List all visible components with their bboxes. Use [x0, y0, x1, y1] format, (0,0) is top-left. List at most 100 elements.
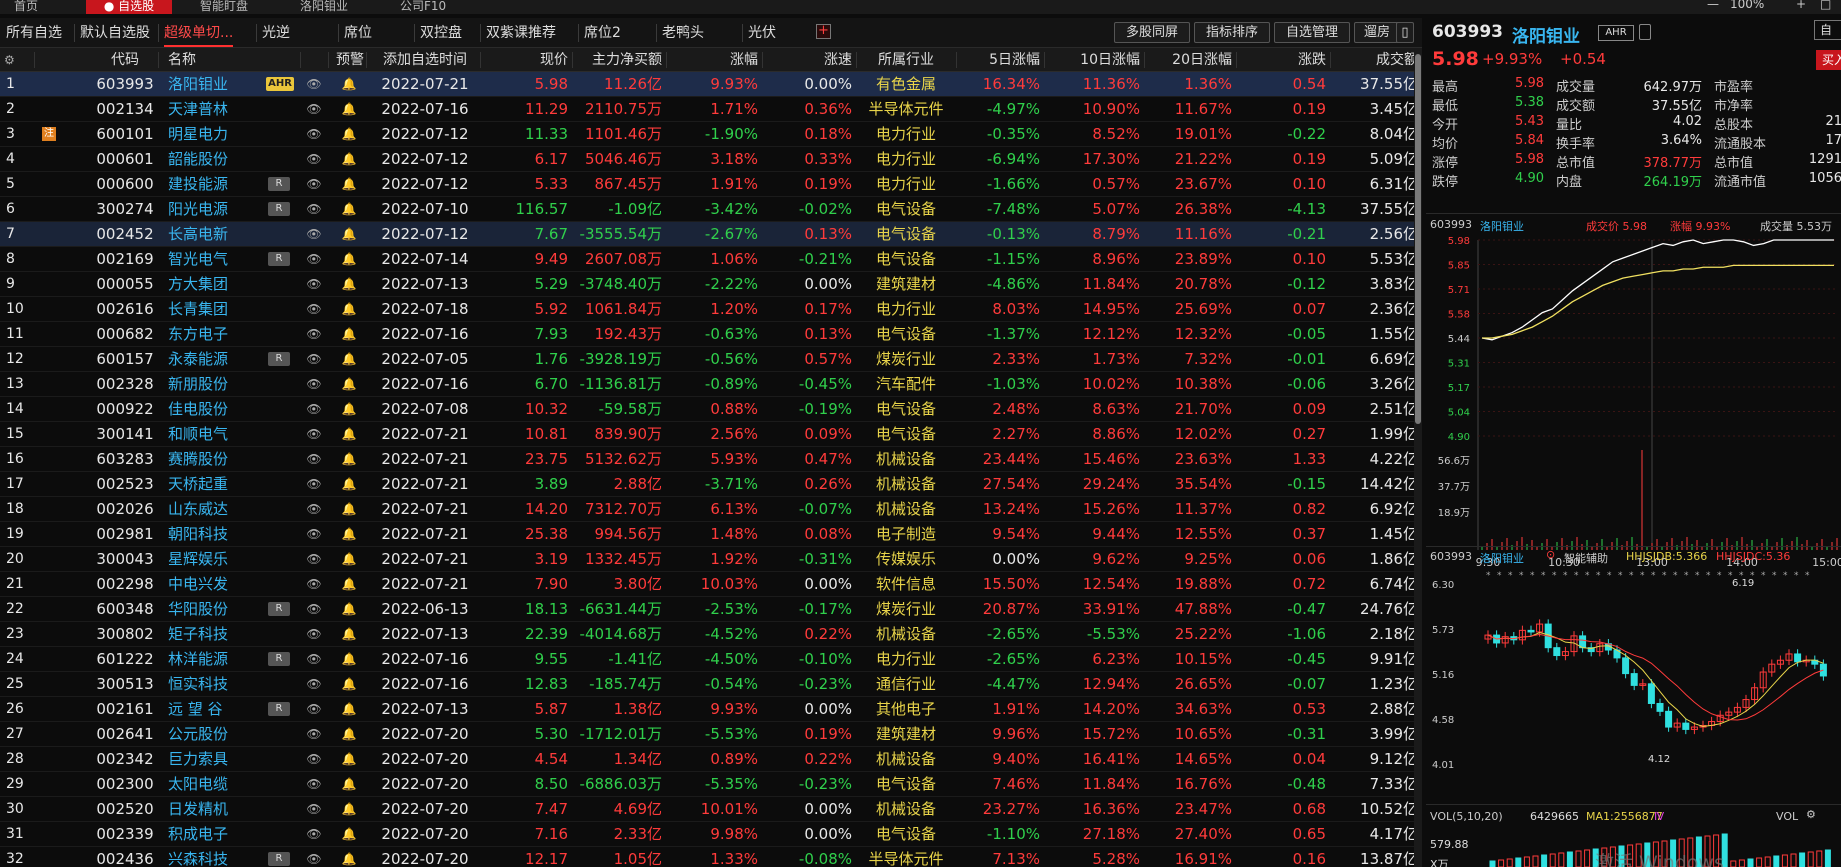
column-header-3[interactable]: 添加自选时间	[383, 52, 467, 68]
column-header-2[interactable]: 预警	[336, 52, 364, 68]
eye-icon[interactable]: 👁	[306, 77, 322, 91]
bell-icon[interactable]: 🔔	[341, 552, 357, 566]
eye-icon[interactable]: 👁	[306, 652, 322, 666]
eye-icon[interactable]: 👁	[306, 677, 322, 691]
bell-icon[interactable]: 🔔	[341, 402, 357, 416]
table-row[interactable]: 6 300274 阳光电源 R 👁 🔔 2022-07-10 116.57 -1.09亿 -3.4…	[0, 197, 1422, 222]
bell-icon[interactable]: 🔔	[341, 602, 357, 616]
stock-badge[interactable]: R	[268, 202, 290, 216]
eye-icon[interactable]: 👁	[306, 402, 322, 416]
group-tab-3[interactable]: 光逆	[262, 25, 290, 41]
eye-icon[interactable]: 👁	[306, 102, 322, 116]
eye-icon[interactable]: 👁	[306, 302, 322, 316]
stock-badge[interactable]: R	[268, 852, 290, 866]
column-header-13[interactable]: 成交额	[1376, 52, 1418, 68]
eye-icon[interactable]: 👁	[306, 502, 322, 516]
bell-icon[interactable]: 🔔	[341, 677, 357, 691]
bell-icon[interactable]: 🔔	[341, 77, 357, 91]
group-tab-5[interactable]: 双控盘	[420, 25, 462, 41]
top-tab-3[interactable]: 洛阳钼业	[300, 0, 349, 13]
table-row[interactable]: 32 002436 兴森科技 R 👁 🔔 2022-07-20 12.17 1.05亿 1.33%…	[0, 847, 1422, 867]
column-header-10[interactable]: 10日涨幅	[1080, 52, 1140, 68]
bell-icon[interactable]: 🔔	[341, 577, 357, 591]
bell-icon[interactable]: 🔔	[341, 352, 357, 366]
eye-icon[interactable]: 👁	[306, 802, 322, 816]
eye-icon[interactable]: 👁	[306, 277, 322, 291]
bell-icon[interactable]: 🔔	[341, 252, 357, 266]
column-header-6[interactable]: 涨幅	[730, 52, 758, 68]
buy-button[interactable]: 买入	[1816, 50, 1841, 70]
eye-icon[interactable]: 👁	[306, 602, 322, 616]
bell-icon[interactable]: 🔔	[341, 502, 357, 516]
group-tab-2[interactable]: 超级单切...	[164, 18, 234, 47]
group-tab-8[interactable]: 老鸭头	[662, 25, 704, 41]
bell-icon[interactable]: 🔔	[341, 377, 357, 391]
eye-icon[interactable]: 👁	[306, 452, 322, 466]
top-tab-0[interactable]: 首页	[14, 0, 39, 13]
bell-icon[interactable]: 🔔	[341, 327, 357, 341]
indicator-sort-button[interactable]: 指标排序	[1194, 22, 1270, 43]
table-row[interactable]: 30 002520 日发精机 👁 🔔 2022-07-20 7.47 4.69亿 10.01% 0…	[0, 797, 1422, 822]
bell-icon[interactable]: 🔔	[341, 127, 357, 141]
eye-icon[interactable]: 👁	[306, 152, 322, 166]
eye-icon[interactable]: 👁	[306, 252, 322, 266]
close-button[interactable]: 遛房	[1354, 22, 1400, 43]
bell-icon[interactable]: 🔔	[341, 102, 357, 116]
table-row[interactable]: 27 002641 公元股份 👁 🔔 2022-07-20 5.30 -1712.01万 -5.…	[0, 722, 1422, 747]
column-header-12[interactable]: 涨跌	[1298, 52, 1326, 68]
eye-icon[interactable]: 👁	[306, 227, 322, 241]
bell-icon[interactable]: 🔔	[341, 627, 357, 641]
table-row[interactable]: 4 000601 韶能股份 👁 🔔 2022-07-12 6.17 5046.46万 3.18%…	[0, 147, 1422, 172]
smart-assist-label[interactable]: 智能辅助	[1564, 552, 1608, 565]
stock-badge[interactable]: R	[268, 352, 290, 366]
eye-icon[interactable]: 👁	[306, 527, 322, 541]
quote-name[interactable]: 洛阳钼业	[1512, 27, 1580, 47]
group-tab-4[interactable]: 席位	[344, 25, 372, 41]
table-row[interactable]: 22 600348 华阳股份 R 👁 🔔 2022-06-13 18.13 -6631.44万 -…	[0, 597, 1422, 622]
eye-icon[interactable]: 👁	[306, 702, 322, 716]
stock-badge[interactable]: AHR	[266, 77, 294, 91]
table-row[interactable]: 19 002981 朝阳科技 👁 🔔 2022-07-21 25.38 994.56万 1.48…	[0, 522, 1422, 547]
bell-icon[interactable]: 🔔	[341, 777, 357, 791]
window-control-3[interactable]: □	[1820, 0, 1832, 11]
column-header-8[interactable]: 所属行业	[878, 52, 934, 68]
settings-icon[interactable]: ⚙	[4, 53, 15, 67]
eye-icon[interactable]: 👁	[306, 727, 322, 741]
bell-icon[interactable]: 🔔	[341, 177, 357, 191]
note-badge[interactable]: 注	[42, 127, 56, 141]
bell-icon[interactable]: 🔔	[341, 727, 357, 741]
lock-icon[interactable]	[1639, 24, 1651, 40]
scrollbar-thumb[interactable]	[1415, 54, 1421, 424]
column-header-4[interactable]: 现价	[540, 52, 568, 68]
table-row[interactable]: 23 300802 矩子科技 👁 🔔 2022-07-13 22.39 -4014.68万 -4…	[0, 622, 1422, 647]
eye-icon[interactable]: 👁	[306, 377, 322, 391]
top-tab-4[interactable]: 公司F10	[400, 0, 447, 13]
group-tab-6[interactable]: 双紫课推荐	[486, 25, 556, 41]
bell-icon[interactable]: 🔔	[341, 702, 357, 716]
kline-chart[interactable]: 6.30 5.73 5.16 4.58 4.01 * * * * * * * * * * * * * * * * * * * *…	[1426, 564, 1841, 804]
table-row[interactable]: 16 603283 赛腾股份 👁 🔔 2022-07-21 23.75 5132.62万 5.9…	[0, 447, 1422, 472]
add-group-button[interactable]: +	[816, 24, 831, 39]
eye-icon[interactable]: 👁	[306, 202, 322, 216]
table-row[interactable]: 9 000055 方大集团 👁 🔔 2022-07-13 5.29 -3748.40万 -2.2…	[0, 272, 1422, 297]
window-control-2[interactable]: +	[1796, 0, 1807, 11]
top-tab-1[interactable]: ● 自选股	[86, 0, 172, 14]
eye-icon[interactable]: 👁	[306, 752, 322, 766]
eye-icon[interactable]: 👁	[306, 552, 322, 566]
layout-toggle-icon[interactable]: ▯	[1396, 22, 1414, 43]
table-row[interactable]: 3 注 600101 明星电力 👁 🔔 2022-07-12 11.33 1101.46万 -1.…	[0, 122, 1422, 147]
table-row[interactable]: 24 601222 林洋能源 R 👁 🔔 2022-07-16 9.55 -1.41亿 -4.50…	[0, 647, 1422, 672]
stock-badge[interactable]: R	[268, 702, 290, 716]
eye-icon[interactable]: 👁	[306, 777, 322, 791]
bell-icon[interactable]: 🔔	[341, 527, 357, 541]
table-row[interactable]: 11 000682 东方电子 👁 🔔 2022-07-16 7.93 192.43万 -0.63…	[0, 322, 1422, 347]
table-row[interactable]: 17 002523 天桥起重 👁 🔔 2022-07-21 3.89 2.88亿 -3.71% 0…	[0, 472, 1422, 497]
column-header-9[interactable]: 5日涨幅	[989, 52, 1040, 68]
bell-icon[interactable]: 🔔	[341, 827, 357, 841]
group-tab-7[interactable]: 席位2	[584, 25, 621, 41]
table-row[interactable]: 2 002134 天津普林 👁 🔔 2022-07-16 11.29 2110.75万 1.71…	[0, 97, 1422, 122]
eye-icon[interactable]: 👁	[306, 127, 322, 141]
eye-icon[interactable]: 👁	[306, 477, 322, 491]
kline-dropdown-icon[interactable]: ⊙	[1546, 548, 1556, 561]
column-header-1[interactable]: 名称	[168, 52, 196, 68]
